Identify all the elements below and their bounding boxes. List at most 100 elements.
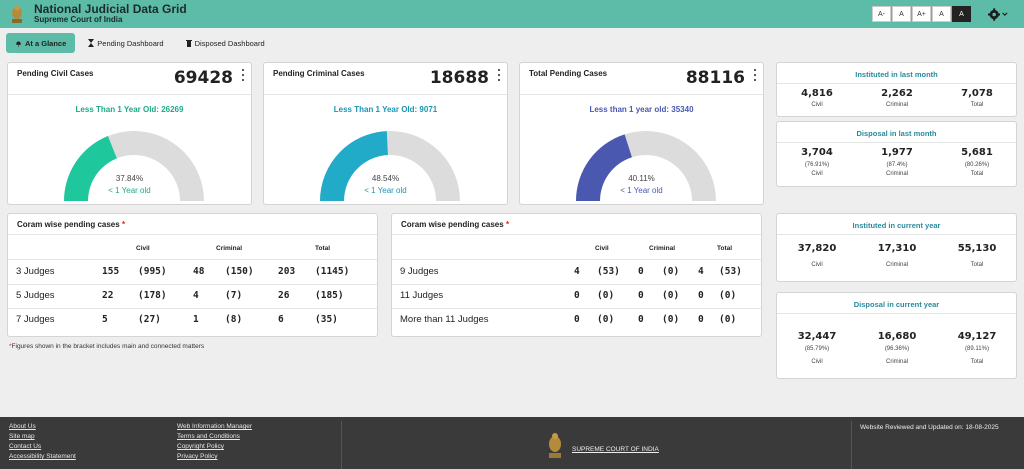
civil-bracket: (0) xyxy=(597,314,615,325)
font-reset-button[interactable]: A xyxy=(892,6,911,22)
divider xyxy=(341,421,342,469)
stat-civil: 37,820 Civil xyxy=(777,243,857,268)
footnote-text: Figures shown in the bracket includes ma… xyxy=(11,343,205,350)
tab-pending-dashboard[interactable]: Pending Dashboard xyxy=(79,33,172,53)
tab-disposed-dashboard[interactable]: Disposed Dashboard xyxy=(177,33,274,53)
divider xyxy=(264,94,507,95)
font-decrease-button[interactable]: A- xyxy=(872,6,891,22)
web-info-manager-link[interactable]: Web Information Manager xyxy=(177,423,253,430)
card-title: Pending Civil Cases xyxy=(17,69,94,78)
bell-icon xyxy=(16,40,21,47)
stat-value: 4,816 xyxy=(801,88,833,99)
stat-label: Criminal xyxy=(885,171,908,177)
column-header-civil: Civil xyxy=(595,245,609,252)
criminal-count: 1 xyxy=(193,314,199,325)
total-bracket: (0) xyxy=(719,314,737,325)
stat-criminal: 2,262 Criminal xyxy=(857,88,937,108)
stat-percent: (76.91%) xyxy=(804,162,830,168)
stat-value: 7,078 xyxy=(961,88,993,99)
panel-title: Disposal in current year xyxy=(853,300,940,309)
civil-bracket: (53) xyxy=(597,266,620,277)
civil-count: 5 xyxy=(102,314,108,325)
stat-value: 32,447 xyxy=(797,331,837,342)
about-us-link[interactable]: About Us xyxy=(9,423,36,430)
trash-icon xyxy=(185,40,192,47)
panel-title: Instituted in current year xyxy=(852,221,941,230)
stat-criminal: 1,977 (87.4%) Criminal xyxy=(857,147,937,177)
tab-label: Pending Dashboard xyxy=(97,38,164,48)
table-title: Coram wise pending cases * xyxy=(401,220,509,229)
divider xyxy=(851,421,852,469)
stat-value: 17,310 xyxy=(877,243,917,254)
hourglass-icon xyxy=(88,39,95,47)
site-map-link[interactable]: Site map xyxy=(9,433,35,440)
card-subtitle: Less than 1 year old: 35340 xyxy=(589,105,694,114)
settings-button[interactable] xyxy=(988,5,1008,23)
criminal-bracket: (0) xyxy=(662,290,680,301)
footer-links-col2: Web Information Manager Terms and Condit… xyxy=(177,423,252,460)
accessibility-link[interactable]: Accessibility Statement xyxy=(9,453,76,460)
kebab-menu-icon[interactable] xyxy=(241,69,245,81)
stat-value: 5,681 xyxy=(961,147,993,158)
table-title: Coram wise pending cases * xyxy=(17,220,125,229)
stat-label: Criminal xyxy=(885,102,908,108)
supreme-court-link[interactable]: SUPREME COURT OF INDIA xyxy=(572,446,659,453)
civil-count: 0 xyxy=(574,290,580,301)
card-title: Pending Criminal Cases xyxy=(273,69,365,78)
stat-criminal: 17,310 Criminal xyxy=(857,243,937,268)
divider xyxy=(8,284,377,285)
column-header-criminal: Criminal xyxy=(216,245,243,252)
stat-value: 49,127 xyxy=(957,331,997,342)
criminal-bracket: (7) xyxy=(225,290,243,301)
page-footer: About Us Site map Contact Us Accessibili… xyxy=(0,417,1024,469)
disposal-current-year-panel: Disposal in current year 32,447 (85.79%)… xyxy=(776,292,1017,379)
bracket-footnote: *Figures shown in the bracket includes m… xyxy=(9,343,204,350)
privacy-link[interactable]: Privacy Policy xyxy=(177,453,218,460)
table-title-text: Coram wise pending cases xyxy=(401,220,504,229)
last-updated-text: Website Reviewed and Updated on: 18-08-2… xyxy=(860,424,999,431)
stat-value: 37,820 xyxy=(797,243,837,254)
total-count: 0 xyxy=(698,290,704,301)
kebab-menu-icon[interactable] xyxy=(753,69,757,81)
criminal-bracket: (0) xyxy=(662,266,680,277)
terms-link[interactable]: Terms and Conditions xyxy=(177,433,240,440)
stat-label: Criminal xyxy=(885,262,908,268)
gauge-chart xyxy=(576,131,716,201)
divider xyxy=(392,234,761,235)
footer-links-col1: About Us Site map Contact Us Accessibili… xyxy=(9,423,76,460)
kebab-menu-icon[interactable] xyxy=(497,69,501,81)
tab-at-a-glance[interactable]: At a Glance xyxy=(6,33,76,53)
panel-title: Disposal in last month xyxy=(856,129,937,138)
contact-us-link[interactable]: Contact Us xyxy=(9,443,42,450)
card-subtitle: Less Than 1 Year Old: 9071 xyxy=(333,105,438,114)
font-increase-button[interactable]: A+ xyxy=(912,6,931,22)
column-header-criminal: Criminal xyxy=(649,245,676,252)
divider xyxy=(777,142,1016,143)
gear-icon xyxy=(988,7,1001,21)
site-title: National Judicial Data Grid xyxy=(34,2,187,16)
total-count: 26 xyxy=(278,290,290,301)
stat-total: 49,127 (89.11%) Total xyxy=(937,331,1017,365)
light-theme-button[interactable]: A xyxy=(932,6,951,22)
card-title: Total Pending Cases xyxy=(529,69,608,78)
row-label: 9 Judges xyxy=(400,266,439,277)
divider xyxy=(8,308,377,309)
stat-percent: (89.11%) xyxy=(965,346,989,352)
gauge-fill xyxy=(320,131,388,201)
divider xyxy=(392,259,761,260)
criminal-bracket: (150) xyxy=(225,266,254,277)
gauge-label: < 1 Year old xyxy=(620,186,663,195)
divider xyxy=(8,94,251,95)
divider xyxy=(520,94,763,95)
gauge-fill xyxy=(64,136,117,201)
stat-total: 7,078 Total xyxy=(937,88,1017,108)
total-bracket: (185) xyxy=(315,290,344,301)
copyright-link[interactable]: Copyright Policy xyxy=(177,443,224,450)
gauge-label: < 1 Year old xyxy=(108,186,151,195)
civil-bracket: (27) xyxy=(138,314,161,325)
criminal-bracket: (0) xyxy=(662,314,680,325)
civil-bracket: (995) xyxy=(138,266,167,277)
dark-theme-button[interactable]: A xyxy=(952,6,971,22)
gauge-percent: 37.84% xyxy=(115,174,144,183)
criminal-count: 48 xyxy=(193,266,205,277)
